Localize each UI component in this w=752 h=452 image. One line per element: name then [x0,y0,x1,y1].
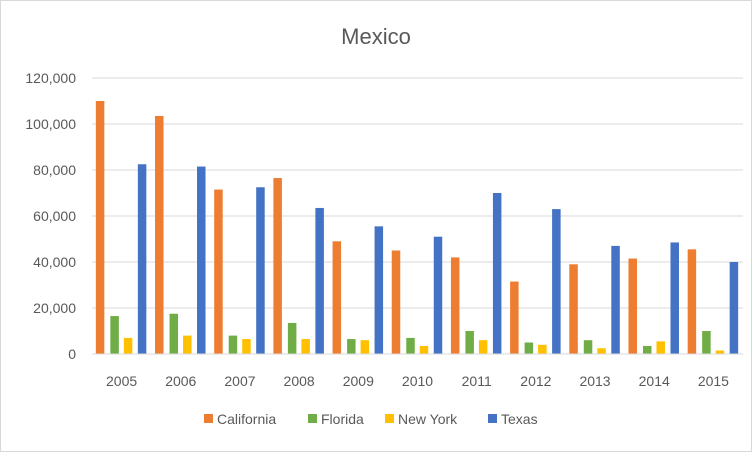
bar-new-york [538,344,547,354]
x-tick-label: 2012 [520,373,551,389]
legend-label: Florida [321,411,364,427]
legend-swatch-texas [488,414,497,423]
bar-florida [228,335,238,354]
legend-swatch-california [204,414,213,423]
bar-texas [611,245,620,354]
bar-texas [137,164,147,354]
bar-texas [492,193,502,354]
x-axis: 2005 2006 2007 2008 2009 2010 2011 2012 2013 2014… [92,353,743,389]
gridlines [92,77,743,309]
bar-texas [729,262,739,354]
bar-new-york [419,345,429,354]
bar-texas [256,187,265,354]
bar-california [687,249,697,354]
bar-california [628,258,637,354]
x-tick-label: 2010 [402,373,433,389]
bar-new-york [478,340,488,354]
x-tick-label: 2015 [698,373,729,389]
bar-florida [583,340,593,354]
y-tick-label: 80,000 [33,162,76,178]
x-tick-label: 2013 [579,373,610,389]
bar-florida [524,342,534,354]
bar-new-york [597,348,606,354]
x-tick-label: 2007 [224,373,255,389]
bar-texas [670,242,679,354]
x-tick-label: 2008 [284,373,315,389]
bar-florida [702,331,711,354]
bar-new-york [301,339,310,354]
y-axis: 0 20,000 40,000 60,000 80,000 100,000 120,000 [25,70,76,362]
bar-california [450,257,460,354]
bar-california [214,189,223,354]
legend: California Florida New York Texas [204,411,538,427]
x-tick-label: 2009 [343,373,374,389]
bar-california [391,250,401,354]
bar-texas [374,226,384,354]
legend-swatch-new-york [385,414,394,423]
bar-florida [347,339,356,354]
bar-california [273,178,282,354]
bar-new-york [715,350,725,354]
bar-new-york [242,339,251,354]
x-tick-label: 2014 [639,373,670,389]
y-tick-label: 0 [68,346,76,362]
bars [95,101,739,354]
bar-new-york [123,337,133,354]
y-tick-label: 120,000 [25,70,76,86]
bar-texas [433,236,443,354]
legend-swatch-florida [308,414,317,423]
bar-california [332,241,342,354]
bar-texas [315,207,324,354]
y-tick-label: 20,000 [33,300,76,316]
bar-california [569,264,578,354]
bar-florida [169,313,179,354]
bar-florida [465,331,474,354]
bar-california [155,115,164,354]
x-tick-label: 2005 [106,373,137,389]
bar-new-york [183,335,192,354]
bar-texas [552,209,561,354]
bar-california [510,281,519,354]
y-tick-label: 60,000 [33,208,76,224]
bar-florida [406,337,415,354]
bar-california [95,101,105,354]
legend-label: Texas [501,411,538,427]
bar-florida [287,322,297,354]
bar-florida [642,345,652,354]
bar-new-york [656,341,665,354]
bar-new-york [360,340,370,354]
x-tick-label: 2011 [462,373,492,389]
y-tick-label: 40,000 [33,254,76,270]
bar-florida [110,316,119,354]
bar-texas [197,166,206,354]
legend-label: California [217,411,276,427]
legend-label: New York [398,411,458,427]
chart-title: Mexico [341,24,411,49]
x-tick-label: 2006 [165,373,196,389]
y-tick-label: 100,000 [25,116,76,132]
